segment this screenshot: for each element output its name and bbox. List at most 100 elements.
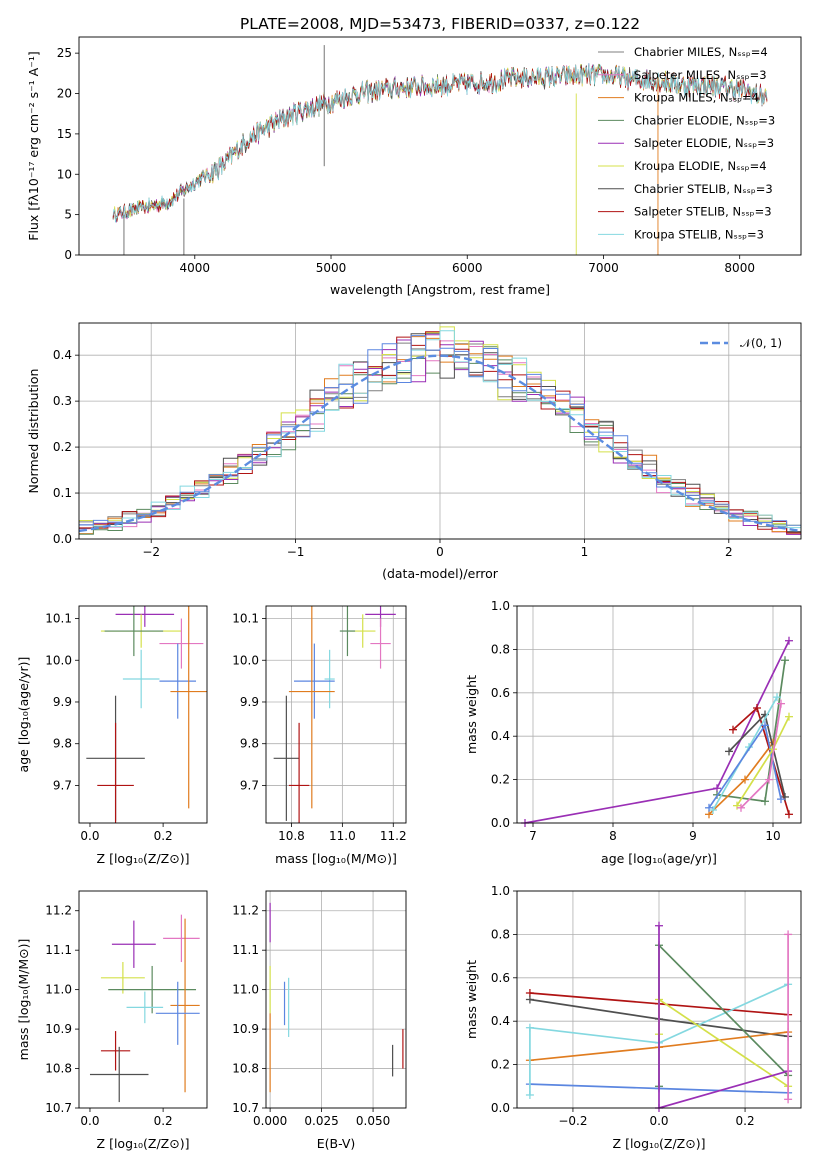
x-axis-label: Z [log₁₀(Z/Z⊙)] [97,1136,190,1151]
x-tick-label: 0.0 [80,829,99,843]
y-tick-label: 0.2 [491,1058,510,1072]
y-tick-label: 11.1 [232,943,259,957]
y-tick-label: 0.6 [491,971,510,985]
y-tick-label: 11.1 [45,943,72,957]
weight_vs_Z-panel: −0.2 0.0 0.2 0.0 0.2 0.4 0.6 0.8 1.0 Z [log₁₀(Z/Z… [464,884,802,1151]
y-tick-label: 0.0 [53,532,72,546]
figure-title: PLATE=2008, MJD=53473, FIBERID=0337, z=0… [240,15,640,33]
y-tick-label: 0.0 [491,1101,510,1115]
y-tick-label: 9.9 [53,695,72,709]
histogram-series [79,330,801,535]
y-tick-label: 10.9 [232,1022,259,1036]
y-tick-label: 10.7 [45,1101,72,1115]
y-tick-label: 11.2 [232,904,259,918]
y-tick-label: 10.8 [45,1062,72,1076]
y-tick-label: 0.8 [491,642,510,656]
x-tick-label: 10.8 [278,829,305,843]
legend-label: Kroupa ELODIE, Nₛₛₚ=4 [634,159,767,173]
x-axis-label: Z [log₁₀(Z/Z⊙)] [613,1136,706,1151]
age_vs_mass-panel: 10.8 11.0 11.2 9.7 9.8 9.9 10.0 10.1 mass [log₁₀… [232,605,407,866]
x-tick-label: −0.2 [558,1114,587,1128]
y-axis-label: mass [log₁₀(M/M⊙)] [16,939,31,1061]
x-axis-label: age [log₁₀(age/yr)] [601,851,717,866]
x-tick-label: 6000 [452,261,483,275]
y-tick-label: 11.2 [45,904,72,918]
axes-frame [516,605,802,824]
x-tick-label: −2 [142,545,160,559]
weight-line [658,925,789,1108]
weight_vs_age-panel: 7 8 9 10 0.0 0.2 0.4 0.6 0.8 1.0 age [log₁₀(age/yr… [464,599,802,866]
y-tick-label: 25 [57,46,72,60]
y-tick-label: 5 [64,208,72,222]
residuals-panel: −2 −1 0 1 2 0.0 0.1 0.2 0.3 0.4 𝒩(0, 1) (data-model… [26,322,802,581]
legend-label: Salpeter ELODIE, Nₛₛₚ=3 [634,136,774,150]
x-tick-label: 8 [609,829,617,843]
x-tick-label: 0.025 [304,1114,338,1128]
y-tick-label: 0.4 [491,1014,510,1028]
y-tick-label: 10.1 [45,612,72,626]
legend-label: Kroupa STELIB, Nₛₛₚ=3 [634,227,764,241]
histogram-series [79,335,801,531]
x-tick-label: 2 [725,545,733,559]
y-tick-label: 11.0 [232,983,259,997]
x-tick-label: 5000 [316,261,347,275]
axes-frame [265,605,407,824]
x-tick-label: 0.0 [80,1114,99,1128]
x-tick-label: 0.2 [154,1114,173,1128]
x-axis-label: (data-model)/error [382,566,499,581]
y-tick-label: 9.9 [240,695,259,709]
legend-label: Salpeter STELIB, Nₛₛₚ=3 [634,205,772,219]
x-tick-label: 8000 [724,261,755,275]
y-tick-label: 0.0 [491,816,510,830]
y-axis-label: Normed distribution [26,369,41,494]
x-tick-label: 1 [581,545,589,559]
y-tick-label: 1.0 [491,884,510,898]
x-tick-label: 10 [765,829,780,843]
y-tick-label: 9.8 [53,737,72,751]
x-axis-label: wavelength [Angstrom, rest frame] [330,282,550,297]
legend-label: Chabrier ELODIE, Nₛₛₚ=3 [634,113,775,127]
weight-line [708,742,774,815]
y-tick-label: 0.4 [53,348,72,362]
weight-line [529,983,789,1095]
y-tick-label: 0.2 [491,773,510,787]
x-tick-label: 11.2 [380,829,407,843]
x-tick-label: 0 [436,545,444,559]
y-tick-label: 0 [64,248,72,262]
legend-label: Chabrier STELIB, Nₛₛₚ=3 [634,182,773,196]
y-tick-label: 0.8 [491,927,510,941]
y-tick-label: 10.1 [232,612,259,626]
y-tick-label: 10 [57,167,72,181]
y-tick-label: 10.0 [45,653,72,667]
x-tick-label: 0.2 [736,1114,755,1128]
y-tick-label: 11.0 [45,983,72,997]
weight-line [524,640,790,823]
y-tick-label: 0.6 [491,686,510,700]
y-tick-label: 9.7 [240,778,259,792]
axes-frame [78,322,802,540]
y-tick-label: 9.8 [240,737,259,751]
age_vs_Z-panel: 0.0 0.2 9.7 9.8 9.9 10.0 10.1 Z [log₁₀(Z/Z⊙)] ag… [16,605,208,866]
y-tick-label: 10.8 [232,1062,259,1076]
x-axis-label: E(B-V) [317,1136,356,1151]
legend-label: Kroupa MILES, Nₛₛₚ=4 [634,91,759,105]
x-tick-label: 0.2 [154,829,173,843]
x-tick-label: 7000 [588,261,619,275]
axes-frame [78,890,208,1109]
x-tick-label: 0.050 [356,1114,390,1128]
x-tick-label: 9 [689,829,697,843]
y-tick-label: 0.2 [53,440,72,454]
y-tick-label: 9.7 [53,778,72,792]
legend-label: 𝒩(0, 1) [740,336,782,350]
y-tick-label: 0.4 [491,729,510,743]
spectrum-panel: 4000 5000 6000 7000 8000 0 5 10 15 20 25 Chabrier M… [26,36,802,297]
y-tick-label: 1.0 [491,599,510,613]
x-tick-label: 7 [529,829,537,843]
spectrum-series-kroupa-stelib [112,63,768,223]
x-axis-label: mass [log₁₀(M/M⊙)] [275,851,397,866]
x-tick-label: 0.000 [253,1114,287,1128]
weight-line [658,943,789,1087]
x-tick-label: 4000 [180,261,211,275]
axes-frame [78,605,208,824]
